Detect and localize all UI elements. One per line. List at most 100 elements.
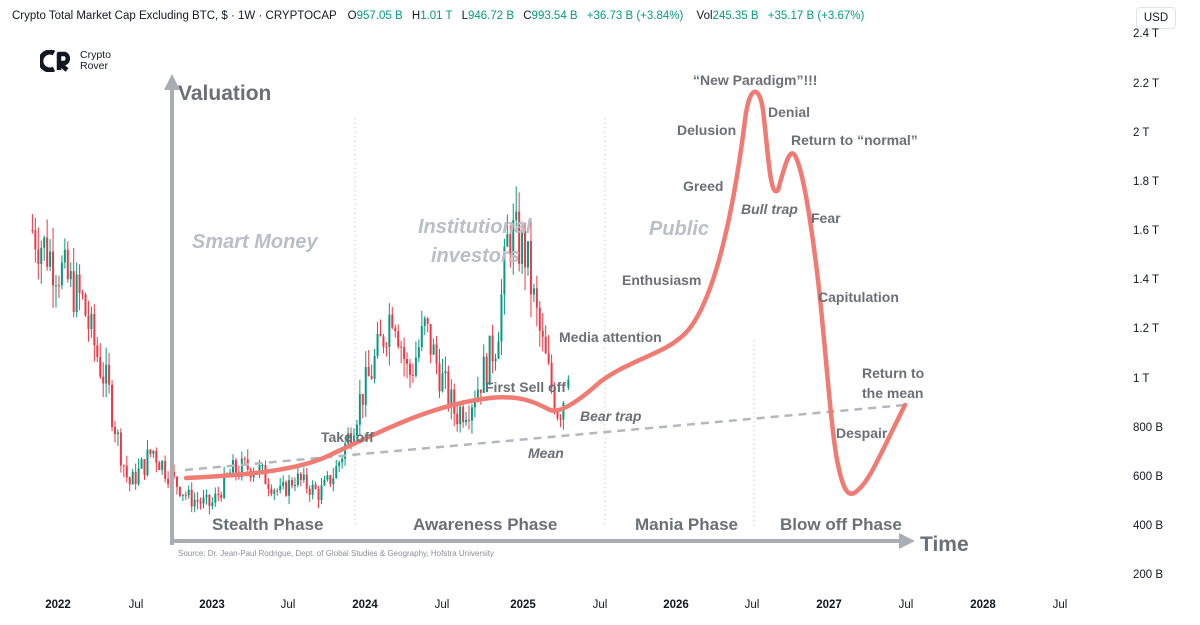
candle-body — [429, 324, 432, 355]
volume-value: 245.35 B — [712, 10, 759, 22]
y-axis-title: Valuation — [178, 82, 271, 105]
candle-body — [99, 357, 102, 377]
candle-body — [134, 471, 137, 484]
candle-body — [96, 345, 99, 358]
label-return-mean-1: Return to — [862, 365, 924, 381]
label-despair: Despair — [836, 425, 888, 441]
candle-body — [320, 485, 323, 501]
candle-body — [217, 493, 220, 495]
candle-body — [406, 358, 409, 364]
candle-body — [299, 473, 302, 481]
candle-body — [220, 494, 223, 498]
candle-body — [111, 384, 114, 428]
candle-body — [223, 474, 226, 498]
candle-body — [562, 402, 565, 420]
candle-body — [146, 449, 149, 476]
candle-body — [137, 468, 140, 484]
candle-body — [403, 347, 406, 359]
currency-button[interactable]: USD — [1136, 7, 1176, 29]
candle-body — [214, 493, 217, 503]
candle-body — [131, 471, 134, 485]
candle-body — [376, 333, 379, 357]
candle-body — [323, 479, 326, 486]
candle-body — [184, 494, 187, 496]
x-tick-label: 2023 — [199, 599, 225, 611]
candle-body — [347, 433, 350, 444]
candle-body — [524, 231, 527, 268]
candle-body — [349, 433, 352, 444]
candle-body — [199, 501, 202, 504]
mean-line — [184, 403, 906, 472]
candle-body — [341, 458, 344, 463]
candle-body — [476, 389, 479, 402]
candle-body — [485, 356, 488, 385]
candle-body — [521, 231, 524, 264]
y-axis-arrow-icon — [164, 74, 180, 90]
candle-body — [358, 394, 361, 425]
x-tick-label: 2027 — [816, 599, 842, 611]
candle-body — [470, 407, 473, 421]
candle-body — [556, 410, 559, 419]
candle-body — [394, 327, 397, 332]
candle-body — [264, 465, 267, 485]
candle-body — [459, 406, 462, 425]
candle-body — [438, 363, 441, 392]
candle-body — [414, 357, 417, 376]
candle-body — [450, 389, 453, 406]
x-tick-label: 2028 — [970, 599, 996, 611]
participant-institutional: Institutional — [418, 216, 532, 238]
close-label: C — [523, 10, 532, 22]
participant-public: Public — [649, 218, 709, 240]
x-tick-label: Jul — [593, 599, 608, 611]
x-axis-arrow-icon — [899, 533, 915, 549]
candle-body — [285, 482, 288, 496]
x-tick-label: 2025 — [510, 599, 536, 611]
candle-body — [155, 450, 158, 463]
logo-line-2: Rover — [80, 60, 109, 72]
x-tick-label: Jul — [281, 599, 296, 611]
y-tick-label: 1.6 T — [1133, 225, 1159, 237]
phase-awareness: Awareness Phase — [413, 515, 557, 534]
time-scale[interactable]: 2022 Jul 2023 Jul 2024 Jul 2025 Jul 2026 Jul 2027 J… — [45, 599, 1067, 611]
candle-body — [488, 335, 491, 385]
candle-body — [243, 458, 246, 460]
x-tick-label: 2022 — [45, 599, 71, 611]
candle-body — [482, 356, 485, 393]
logo-mark-icon — [40, 50, 71, 72]
candle-body — [240, 458, 243, 478]
participant-investors: investors — [431, 245, 520, 267]
label-first-sell-off: First Sell off — [485, 379, 566, 395]
low-label: L — [461, 10, 468, 22]
candle-body — [193, 499, 196, 507]
candle-body — [267, 484, 270, 489]
candle-body — [497, 341, 500, 359]
label-media-attention: Media attention — [559, 329, 662, 345]
candle-body — [509, 234, 512, 255]
candle-body — [69, 271, 72, 280]
x-tick-label: Jul — [745, 599, 760, 611]
phase-stealth: Stealth Phase — [212, 515, 324, 534]
x-tick-label: Jul — [899, 599, 914, 611]
label-take-off: Take off — [321, 429, 374, 445]
candle-body — [305, 474, 308, 489]
logo-line-1: Crypto — [80, 49, 111, 61]
candle-body — [81, 292, 84, 295]
label-fear: Fear — [811, 210, 841, 226]
candle-body — [143, 459, 146, 476]
candle-body — [205, 494, 208, 498]
candle-body — [175, 476, 178, 487]
candle-body — [276, 490, 279, 492]
y-tick-label: 800 B — [1133, 422, 1163, 434]
price-scale[interactable]: 200 B 400 B 600 B 800 B 1 T 1.2 T 1.4 T 1.6 T 1.… — [1133, 28, 1163, 581]
label-bull-trap: Bull trap — [741, 201, 798, 217]
participant-smart-money: Smart Money — [192, 231, 318, 253]
candle-body — [435, 344, 438, 364]
candle-body — [293, 485, 296, 487]
candle-body — [529, 241, 532, 295]
market-cycle-curve — [183, 89, 908, 496]
candle-body — [391, 314, 394, 328]
candle-body — [432, 344, 435, 355]
candle-body — [196, 499, 199, 502]
candle-body — [202, 497, 205, 504]
